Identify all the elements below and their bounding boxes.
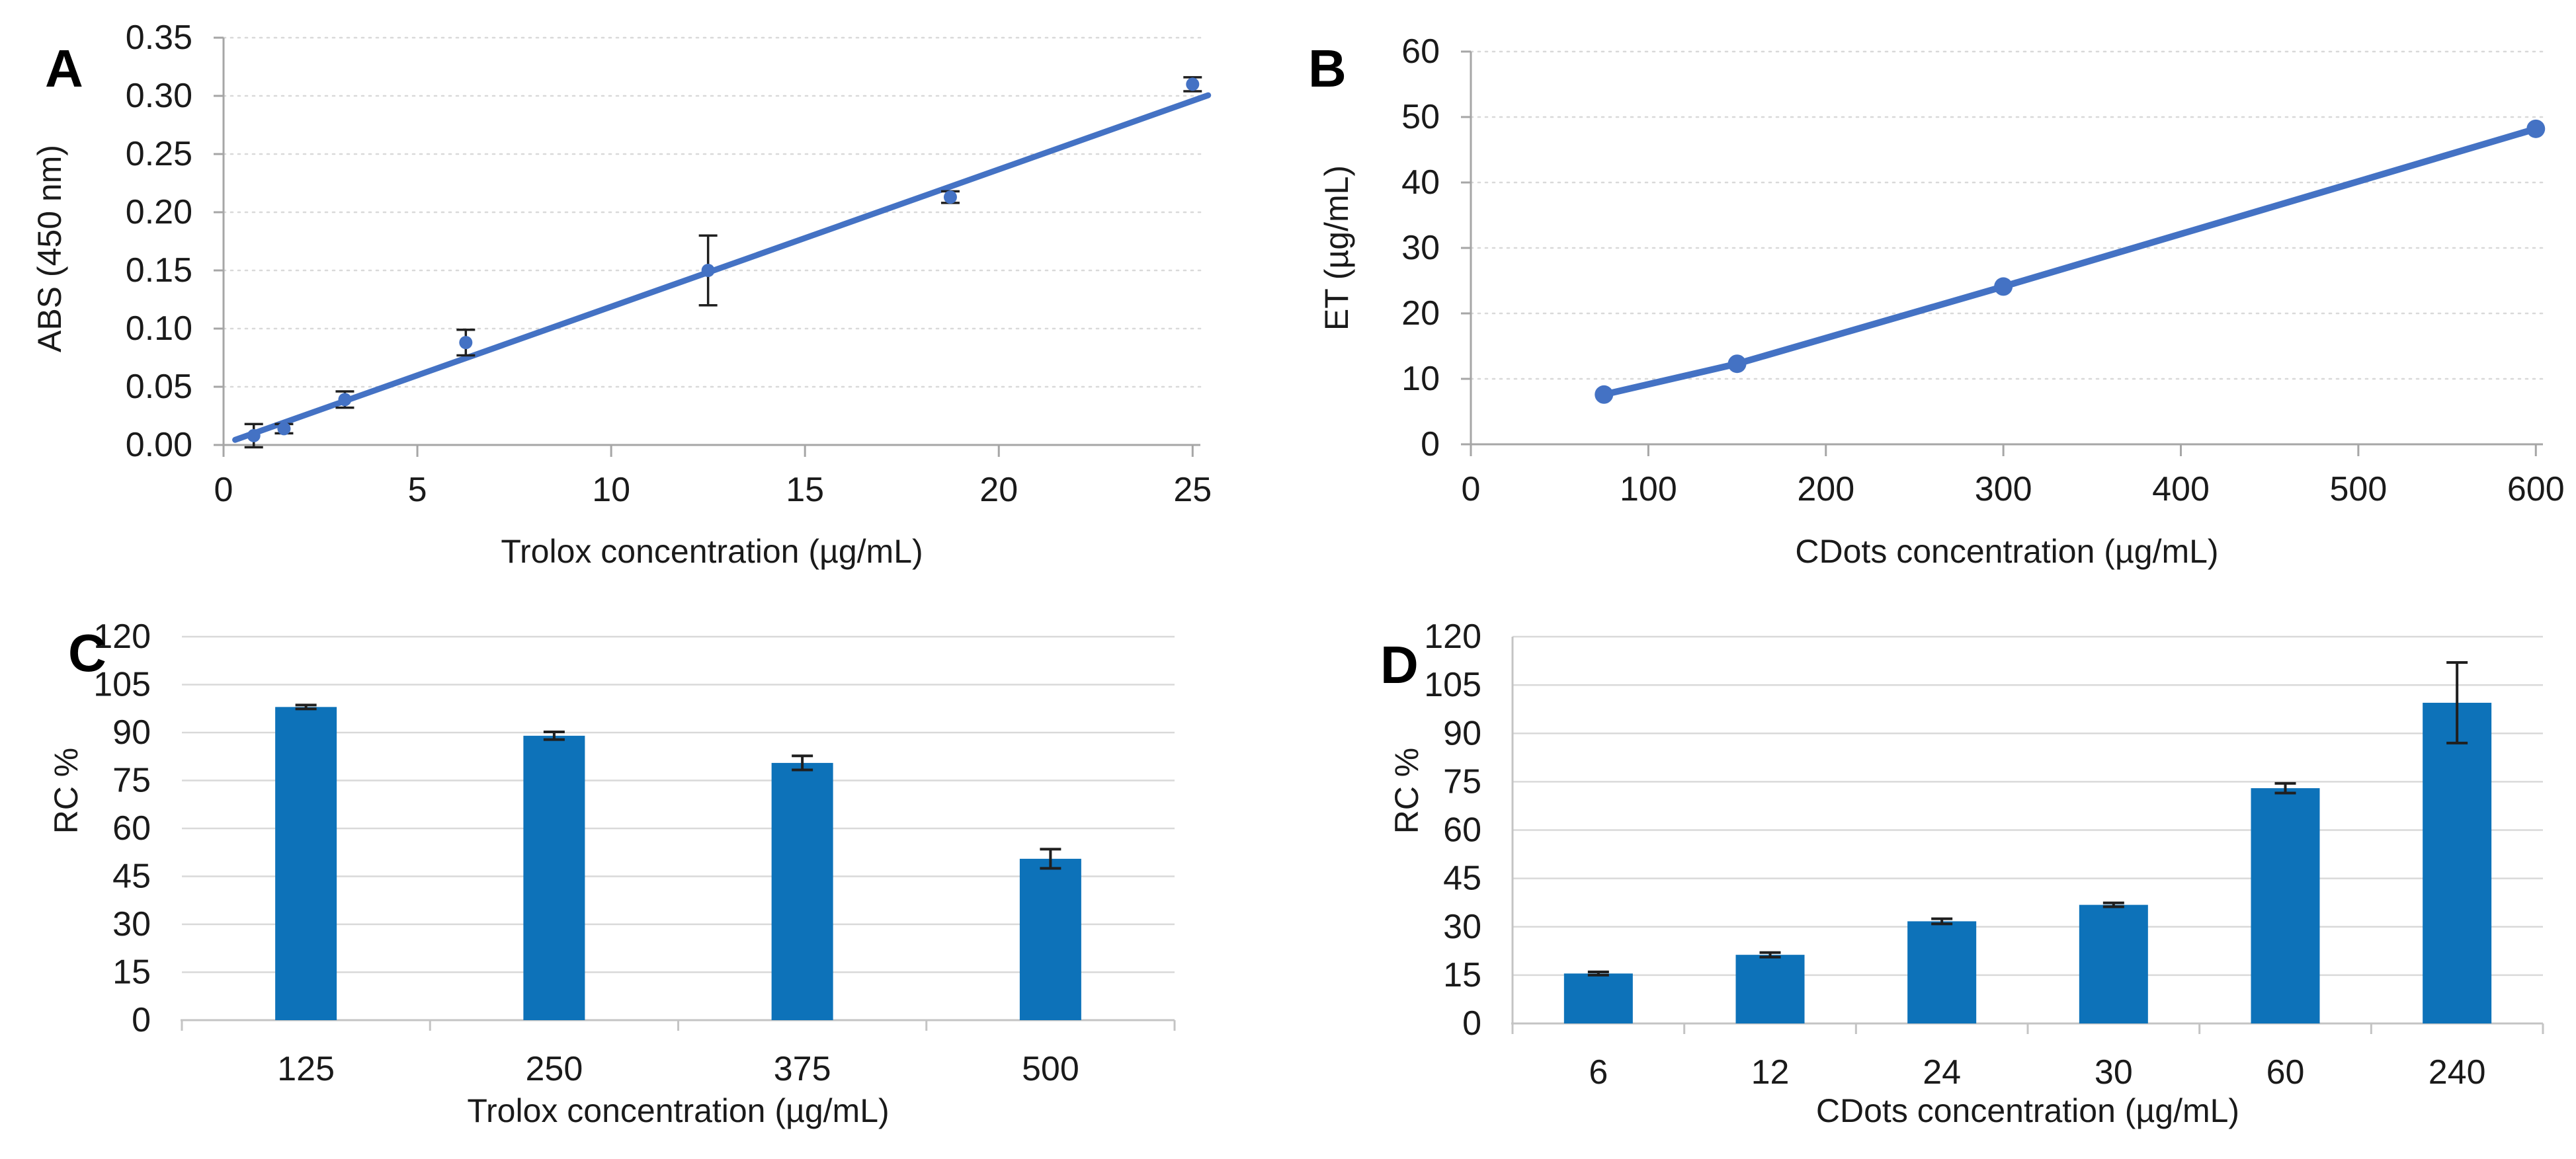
svg-text:90: 90 <box>112 713 151 752</box>
panel-c-letter: C <box>68 623 106 682</box>
svg-text:0.20: 0.20 <box>126 193 192 231</box>
panel-a-y-axis-title: ABS (450 nm) <box>31 145 68 353</box>
svg-text:0.30: 0.30 <box>126 77 192 115</box>
svg-text:0: 0 <box>1462 1004 1481 1043</box>
svg-text:240: 240 <box>2429 1053 2486 1092</box>
panel-d: D RC % 0 15 30 45 60 75 90 105 120 6 12 24 30 60 240 C… <box>1288 579 2576 1159</box>
svg-text:120: 120 <box>93 618 151 656</box>
svg-text:15: 15 <box>112 953 151 992</box>
svg-text:75: 75 <box>1443 762 1481 801</box>
panel-c-x-axis-title: Trolox concentration (µg/mL) <box>467 1092 890 1129</box>
svg-text:60: 60 <box>2266 1053 2305 1092</box>
svg-text:30: 30 <box>1401 229 1440 267</box>
svg-text:125: 125 <box>277 1050 335 1088</box>
svg-text:0.05: 0.05 <box>126 368 192 406</box>
panel-b-x-axis-title: CDots concentration (µg/mL) <box>1795 533 2219 570</box>
panel-b: B ET (µg/mL) 0 10 20 30 40 50 60 0 100 200 300 400 5… <box>1288 0 2576 579</box>
svg-text:60: 60 <box>1443 811 1481 850</box>
svg-text:60: 60 <box>112 809 151 848</box>
svg-text:105: 105 <box>1424 666 1481 704</box>
svg-text:105: 105 <box>93 666 151 704</box>
svg-text:40: 40 <box>1401 163 1440 202</box>
panel-c-chart: 0 15 30 45 60 75 90 105 120 125 250 375 500 <box>93 618 1176 1088</box>
panel-a-letter: A <box>45 39 83 98</box>
panel-d-x-axis-title: CDots concentration (µg/mL) <box>1815 1092 2240 1129</box>
panel-d-letter: D <box>1380 635 1419 694</box>
svg-text:0: 0 <box>132 1001 151 1039</box>
svg-text:24: 24 <box>1923 1053 1961 1092</box>
svg-text:100: 100 <box>1620 470 1677 508</box>
panel-d-chart: 0 15 30 45 60 75 90 105 120 6 12 24 30 60 240 <box>1424 618 2544 1092</box>
panel-a-x-axis-title: Trolox concentration (µg/mL) <box>501 533 923 570</box>
svg-text:50: 50 <box>1401 98 1440 136</box>
svg-text:60: 60 <box>1401 32 1440 71</box>
panel-a-chart: 0.00 0.05 0.10 0.15 0.20 0.25 0.30 0.35 0 5 10 15 20… <box>126 19 1212 509</box>
svg-text:250: 250 <box>525 1050 583 1088</box>
svg-text:0.35: 0.35 <box>126 19 192 57</box>
svg-text:10: 10 <box>592 471 630 509</box>
svg-text:90: 90 <box>1443 714 1481 752</box>
svg-text:15: 15 <box>1443 956 1481 994</box>
svg-text:0: 0 <box>214 471 233 509</box>
svg-text:12: 12 <box>1751 1053 1790 1092</box>
svg-text:0: 0 <box>1462 470 1481 508</box>
svg-text:15: 15 <box>786 471 824 509</box>
svg-text:25: 25 <box>1173 471 1212 509</box>
svg-text:5: 5 <box>408 471 427 509</box>
svg-text:500: 500 <box>2330 470 2388 508</box>
svg-text:20: 20 <box>979 471 1018 509</box>
svg-text:0.00: 0.00 <box>126 426 192 464</box>
svg-text:120: 120 <box>1424 618 1481 656</box>
svg-text:20: 20 <box>1401 294 1440 333</box>
svg-text:300: 300 <box>1975 470 2032 508</box>
svg-text:30: 30 <box>112 905 151 943</box>
panel-b-letter: B <box>1308 39 1347 98</box>
svg-text:45: 45 <box>1443 859 1481 898</box>
svg-text:500: 500 <box>1022 1050 1079 1088</box>
svg-text:0.15: 0.15 <box>126 251 192 290</box>
panel-a: A ABS (450 nm) 0.00 0.05 0.10 0.15 0.20 0.25 0… <box>0 0 1288 579</box>
svg-text:600: 600 <box>2507 470 2565 508</box>
svg-text:0: 0 <box>1421 425 1440 463</box>
panel-b-y-axis-title: ET (µg/mL) <box>1318 165 1355 331</box>
svg-text:30: 30 <box>1443 908 1481 946</box>
svg-text:400: 400 <box>2152 470 2210 508</box>
svg-text:30: 30 <box>2095 1053 2133 1092</box>
svg-text:10: 10 <box>1401 360 1440 398</box>
svg-text:6: 6 <box>1589 1053 1608 1092</box>
svg-text:375: 375 <box>774 1050 831 1088</box>
svg-text:200: 200 <box>1797 470 1854 508</box>
svg-text:45: 45 <box>112 858 151 896</box>
svg-text:0.25: 0.25 <box>126 135 192 173</box>
svg-text:75: 75 <box>112 762 151 800</box>
svg-text:0.10: 0.10 <box>126 309 192 348</box>
panel-c: C RC % 0 15 30 45 60 75 90 105 120 125 250 375 500 T… <box>0 579 1288 1159</box>
